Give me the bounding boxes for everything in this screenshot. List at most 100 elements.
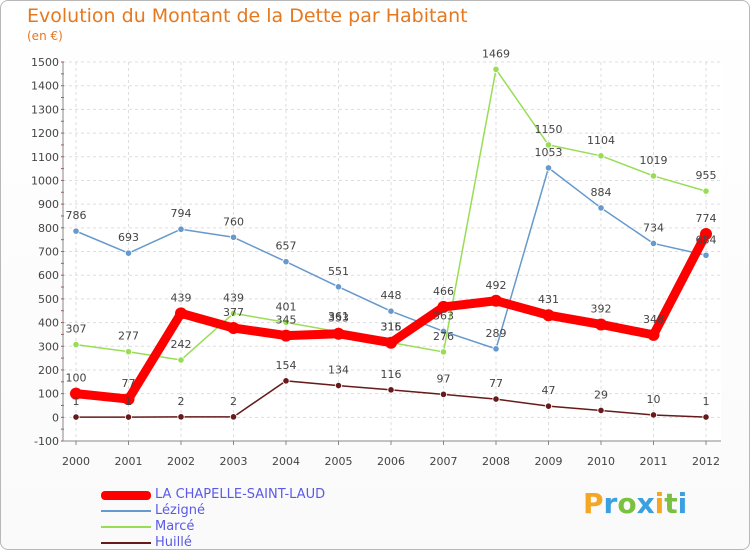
x-tick-label: 2010 bbox=[587, 455, 615, 468]
x-tick-label: 2006 bbox=[377, 455, 405, 468]
data-point bbox=[439, 348, 448, 356]
legend-label: Lézigné bbox=[155, 503, 205, 518]
data-point bbox=[124, 413, 133, 421]
data-point bbox=[649, 172, 658, 180]
data-point bbox=[595, 318, 607, 331]
data-label: 315 bbox=[381, 321, 402, 334]
legend-swatch bbox=[101, 542, 151, 544]
data-point bbox=[282, 377, 290, 385]
data-point bbox=[72, 340, 80, 349]
data-point bbox=[437, 300, 450, 313]
legend-swatch bbox=[101, 490, 151, 500]
data-point bbox=[702, 187, 710, 195]
data-point bbox=[334, 381, 343, 390]
data-point bbox=[332, 327, 345, 340]
y-tick-label: 400 bbox=[38, 317, 59, 330]
data-point bbox=[544, 164, 553, 172]
y-tick-label: 1100 bbox=[31, 151, 59, 164]
data-point bbox=[229, 309, 238, 317]
data-label: 1 bbox=[125, 395, 132, 408]
y-tick-label: 700 bbox=[38, 246, 59, 259]
data-label: 774 bbox=[696, 212, 717, 225]
data-label: 97 bbox=[437, 372, 451, 385]
data-point bbox=[177, 356, 185, 364]
x-tick-label: 2008 bbox=[482, 455, 510, 468]
x-tick-label: 2003 bbox=[220, 455, 248, 468]
data-label: 154 bbox=[276, 359, 297, 372]
y-tick-label: 1300 bbox=[31, 103, 59, 116]
data-point bbox=[492, 395, 500, 403]
data-label: 657 bbox=[276, 240, 297, 253]
legend-item: Lézigné bbox=[101, 503, 421, 519]
data-point bbox=[702, 251, 710, 259]
data-point bbox=[492, 65, 500, 73]
data-label: 277 bbox=[118, 330, 139, 343]
y-tick-label: 1200 bbox=[31, 127, 59, 140]
data-label: 684 bbox=[696, 233, 717, 246]
data-label: 439 bbox=[171, 291, 192, 304]
y-tick-label: 1500 bbox=[31, 56, 59, 69]
data-label: 10 bbox=[647, 393, 661, 406]
data-point bbox=[227, 322, 240, 335]
data-point bbox=[387, 307, 395, 315]
data-label: 693 bbox=[118, 231, 139, 244]
x-tick-label: 2009 bbox=[535, 455, 563, 468]
data-label: 431 bbox=[538, 293, 559, 306]
data-label: 884 bbox=[591, 186, 612, 199]
data-point bbox=[647, 328, 660, 341]
proxiti-logo: Proxiti bbox=[583, 487, 687, 520]
data-label: 242 bbox=[171, 338, 192, 351]
data-label: 1150 bbox=[535, 123, 563, 136]
data-point bbox=[702, 413, 710, 421]
x-tick-label: 2001 bbox=[115, 455, 143, 468]
y-tick-label: 900 bbox=[38, 198, 59, 211]
legend-item: Huillé bbox=[101, 535, 421, 549]
x-tick-label: 2000 bbox=[62, 455, 90, 468]
data-label: 1019 bbox=[640, 154, 668, 167]
data-point bbox=[122, 393, 135, 406]
data-point bbox=[72, 413, 80, 421]
data-label: 307 bbox=[66, 323, 87, 336]
data-point bbox=[544, 402, 553, 410]
data-label: 734 bbox=[643, 221, 664, 234]
data-label: 353 bbox=[328, 312, 349, 325]
data-point bbox=[385, 336, 397, 349]
data-point bbox=[492, 345, 500, 353]
data-label: 134 bbox=[328, 364, 349, 377]
logo-letter: r bbox=[603, 487, 618, 520]
data-point bbox=[649, 411, 658, 419]
data-point bbox=[334, 283, 343, 291]
data-point bbox=[229, 413, 238, 421]
data-label: 100 bbox=[66, 372, 87, 385]
data-label: 2 bbox=[178, 395, 185, 408]
data-point bbox=[700, 227, 712, 240]
data-point bbox=[124, 249, 133, 257]
logo-letter: o bbox=[617, 487, 637, 520]
data-label: 786 bbox=[66, 209, 87, 222]
y-tick-label: 1400 bbox=[31, 80, 59, 93]
data-point bbox=[544, 141, 553, 149]
data-point bbox=[282, 318, 290, 326]
data-label: 401 bbox=[276, 300, 297, 313]
logo-letter: t bbox=[664, 487, 678, 520]
data-label: 466 bbox=[433, 285, 454, 298]
data-label: 77 bbox=[489, 377, 503, 390]
data-label: 348 bbox=[643, 313, 664, 326]
x-tick-label: 2011 bbox=[640, 455, 668, 468]
legend-label: Marcé bbox=[155, 519, 195, 534]
data-point bbox=[542, 309, 555, 322]
data-point bbox=[597, 204, 605, 212]
data-label: 794 bbox=[171, 207, 192, 220]
data-point bbox=[175, 307, 187, 320]
data-label: 1469 bbox=[482, 47, 510, 60]
data-point bbox=[70, 387, 82, 400]
y-tick-label: 300 bbox=[38, 340, 59, 353]
data-label: 316 bbox=[381, 320, 402, 333]
data-label: 1053 bbox=[535, 146, 563, 159]
data-point bbox=[597, 406, 605, 415]
logo-letter: x bbox=[636, 487, 655, 520]
x-tick-label: 2012 bbox=[692, 455, 720, 468]
x-tick-label: 2004 bbox=[272, 455, 300, 468]
